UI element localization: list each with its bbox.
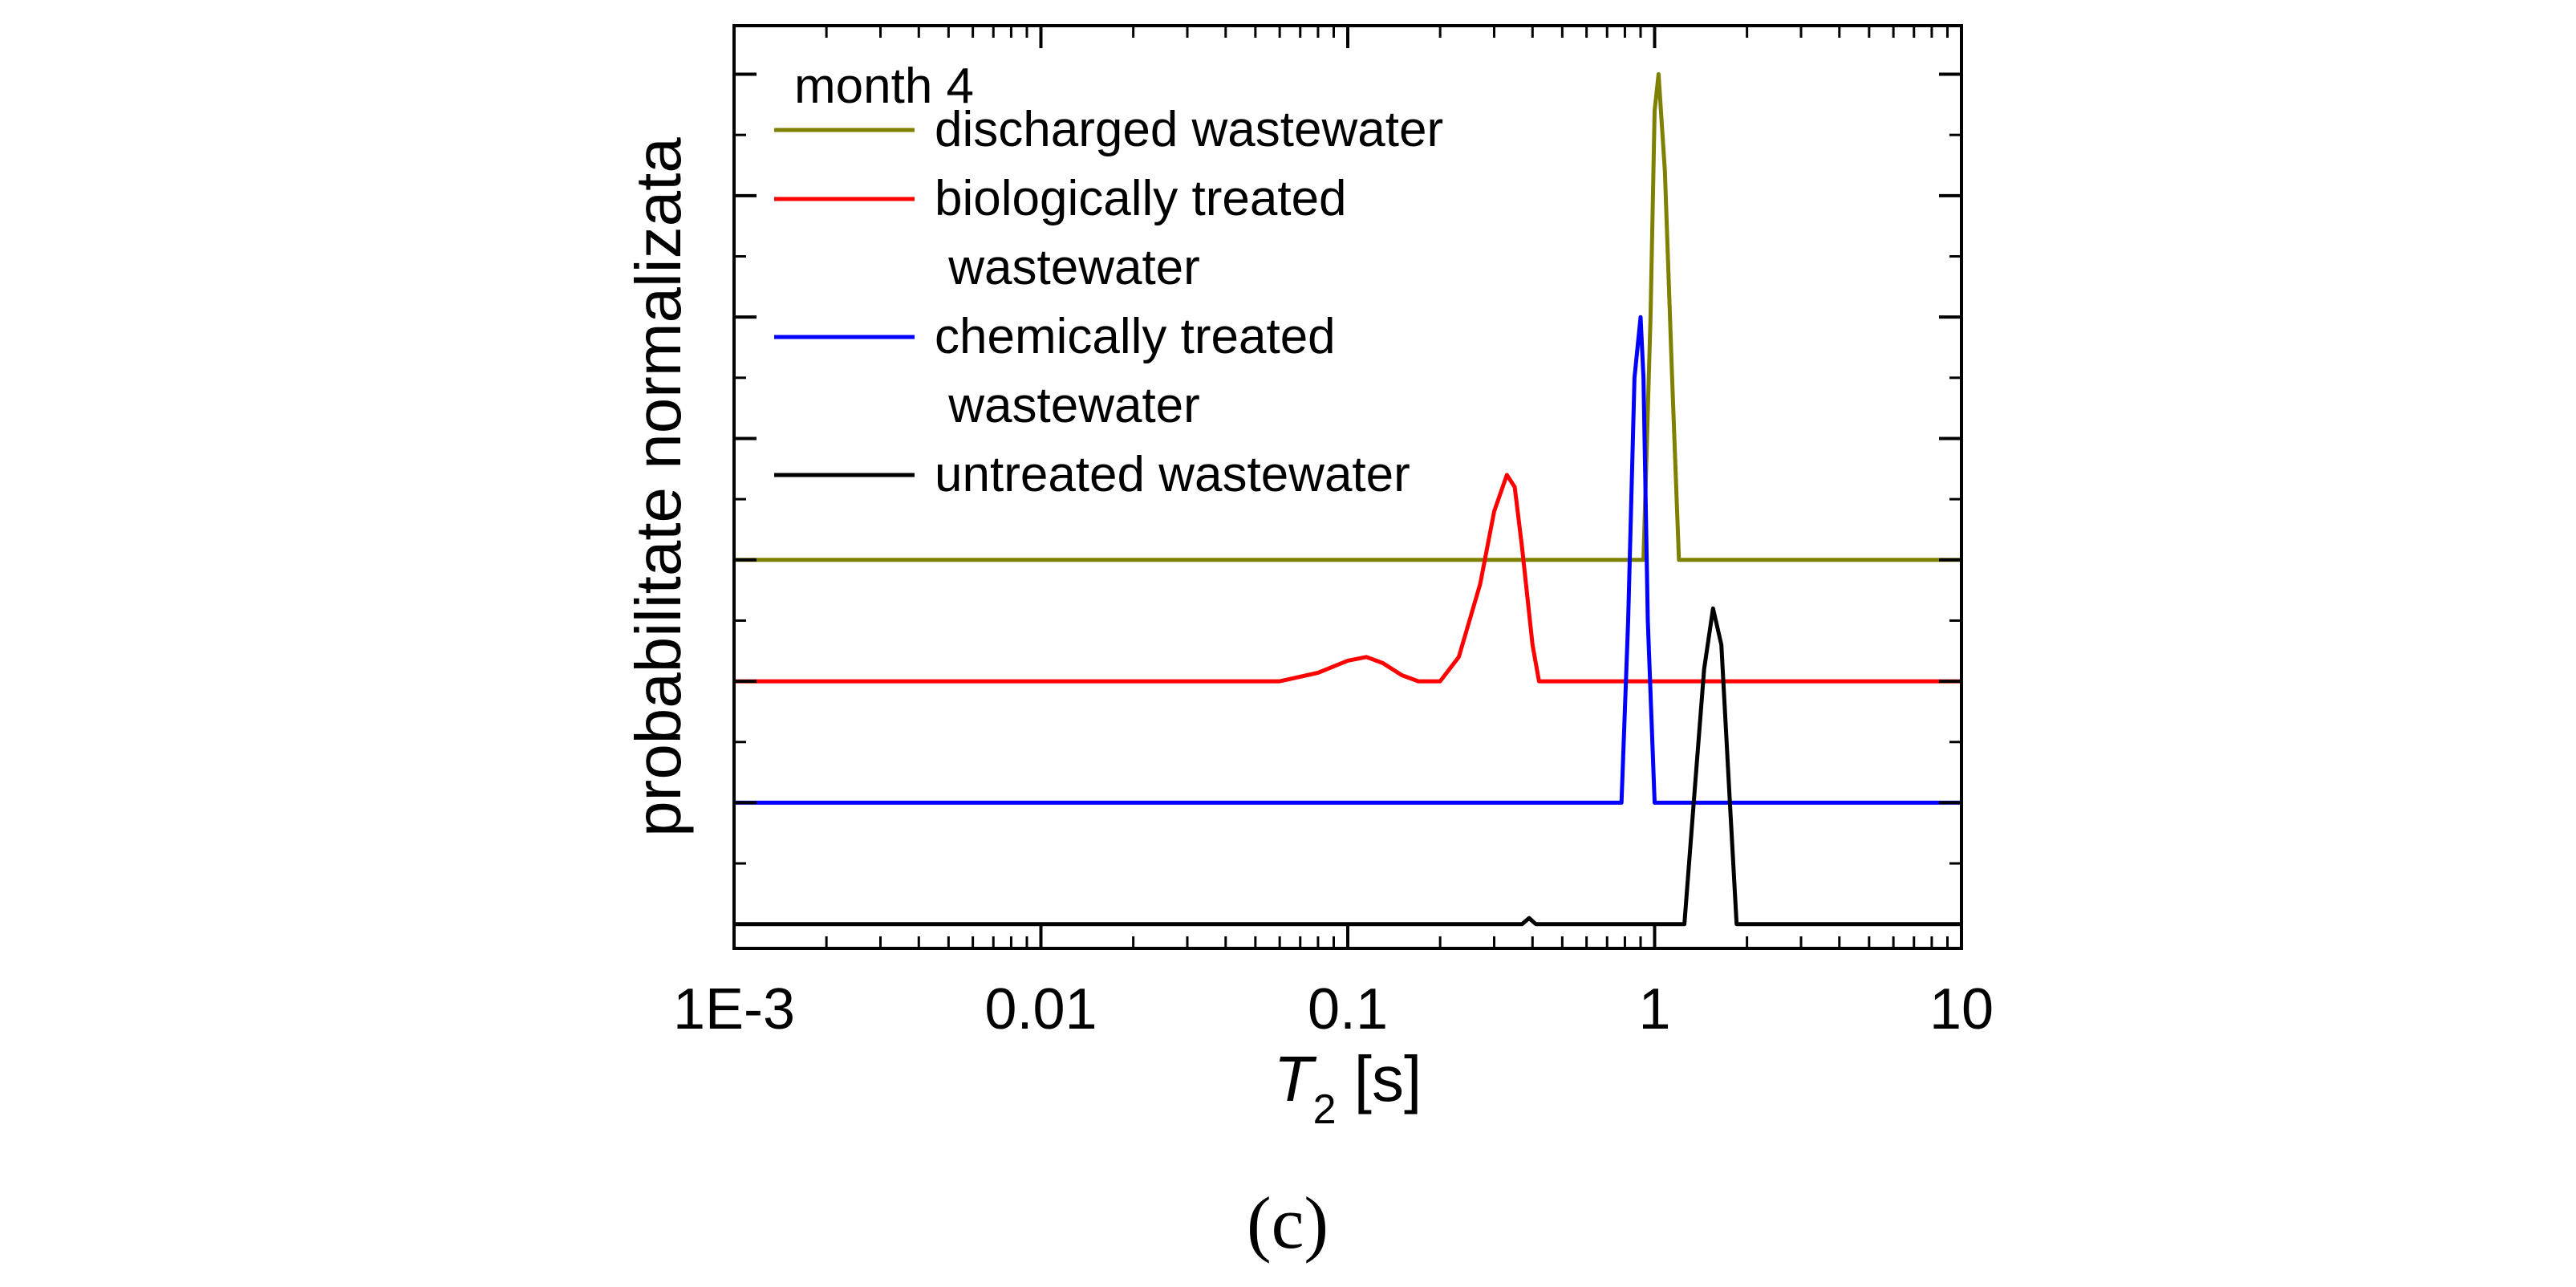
series-layer bbox=[734, 72, 1961, 927]
x-label-symbol: T bbox=[1274, 1043, 1317, 1114]
legend-entry-line: wastewater bbox=[935, 240, 1200, 295]
legend-entry-line: biologically treated bbox=[935, 171, 1347, 226]
legend-entry-3: chemically treated wastewater bbox=[935, 309, 1336, 433]
x-tick-label: 0.01 bbox=[984, 977, 1097, 1041]
x-tick-label: 10 bbox=[1929, 977, 1994, 1041]
x-axis-label: T2 [s] bbox=[1274, 1043, 1422, 1133]
legend-entry-4: untreated wastewater bbox=[935, 447, 1410, 502]
series-line-2 bbox=[734, 473, 1961, 684]
legend-title: month 4 bbox=[794, 59, 974, 114]
x-label-unit: [s] bbox=[1337, 1043, 1422, 1114]
series-line-1 bbox=[734, 72, 1961, 562]
y-axis-label: probabilitate normalizata bbox=[623, 137, 694, 837]
legend-entry-line: discharged wastewater bbox=[935, 102, 1443, 157]
x-label-subscript: 2 bbox=[1313, 1086, 1337, 1133]
legend-entry-1: discharged wastewater bbox=[935, 102, 1443, 157]
x-tick-label: 0.1 bbox=[1308, 977, 1388, 1041]
x-tick-label: 1E-3 bbox=[673, 977, 795, 1041]
legend-entry-line: wastewater bbox=[935, 378, 1200, 433]
series-line-3 bbox=[734, 315, 1961, 805]
legend-entry-line: chemically treated bbox=[935, 309, 1336, 364]
legend-entry-line: untreated wastewater bbox=[935, 447, 1410, 502]
series-line-4 bbox=[734, 606, 1961, 927]
panel-label: (c) bbox=[1247, 1182, 1329, 1264]
x-tick-label: 1 bbox=[1638, 977, 1670, 1041]
axes-layer: 1E-3 0.01 0.1 1 10 bbox=[673, 24, 1994, 1041]
legend-entry-2: biologically treated wastewater bbox=[935, 171, 1347, 295]
